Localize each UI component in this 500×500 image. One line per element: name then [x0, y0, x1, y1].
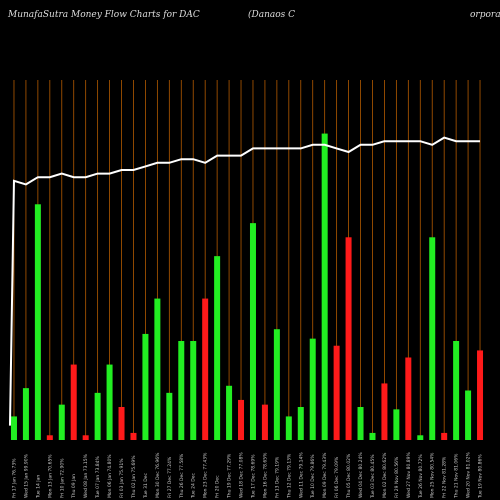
bar [190, 341, 197, 440]
bar [82, 435, 89, 440]
bar [273, 329, 280, 440]
x-tick-label: Tue 10 Dec 79.86% [310, 454, 316, 499]
bar [345, 237, 352, 440]
bar [369, 432, 376, 440]
bar [130, 432, 137, 440]
bar [154, 298, 161, 440]
x-tick-label: Thu 21 Nov 81.06% [454, 453, 460, 499]
bar [357, 407, 364, 440]
bar [453, 341, 460, 440]
x-tick-label: Thu 02 Jan 75.69% [131, 455, 137, 499]
bar [465, 390, 472, 440]
bar [178, 341, 185, 440]
x-tick-label: Fri 29 Nov 80.56% [394, 456, 400, 498]
bar [214, 256, 221, 440]
bar [249, 223, 256, 440]
x-tick-label: Tue 24 Dec [191, 472, 197, 499]
x-tick-label: Wed 04 Dec 80.24% [358, 452, 364, 498]
x-tick-label: Mon 23 Dec 77.43% [203, 452, 209, 498]
bar [261, 404, 268, 440]
bar [321, 133, 328, 441]
bar [405, 357, 412, 440]
x-tick-label: Thu 09 Jan [71, 474, 77, 499]
x-tick-label: Tue 14 Jan [35, 475, 41, 499]
x-tick-label: Wed 18 Dec 77.08% [239, 452, 245, 498]
x-tick-label: Mon 02 Dec 80.62% [382, 452, 388, 498]
x-tick-label: Thu 05 Dec 80.02% [346, 453, 352, 499]
x-tick-label: Thu 12 Dec 79.13% [286, 453, 292, 499]
bar [381, 383, 388, 440]
bar [22, 388, 29, 440]
x-tick-label: Tue 31 Dec [143, 472, 149, 499]
x-tick-label: Mon 06 Jan 74.80% [107, 454, 113, 498]
x-tick-label: Fri 20 Dec [215, 475, 221, 498]
x-tick-label: Tue 17 Dec 78.69% [250, 454, 256, 499]
x-tick-label: Tue 07 Jan 73.84% [95, 455, 101, 499]
bar [58, 404, 65, 440]
bar [393, 409, 400, 440]
x-tick-label: Mon 25 Nov 80.54% [430, 452, 436, 498]
bar [106, 364, 113, 440]
bar [429, 237, 436, 440]
x-tick-label: Mon 30 Dec 76.96% [155, 452, 161, 498]
x-tick-label: Fri 06 Dec 79.09% [334, 456, 340, 498]
bar [226, 385, 233, 440]
bar [70, 364, 77, 440]
chart-title: MunafaSutra Money Flow Charts for DAC [8, 10, 200, 20]
bar [417, 435, 424, 440]
bar [10, 416, 17, 440]
chart-title-company-cont: orporati [470, 10, 500, 20]
x-tick-label: Fri 17 Jan 76.73% [11, 458, 17, 498]
x-tick-label: Wed 27 Nov 80.89% [406, 452, 412, 498]
bar [34, 204, 41, 440]
bar [297, 407, 304, 440]
bar [238, 399, 245, 440]
bar [309, 338, 316, 440]
bar [202, 298, 209, 440]
x-tick-label: Mon 16 Dec 78.65% [262, 452, 268, 498]
x-tick-label: Mon 13 Jan 70.65% [47, 454, 53, 498]
bar [46, 435, 53, 440]
x-tick-label: Fri 27 Dec 77.24% [167, 456, 173, 498]
x-tick-label: Thu 19 Dec 77.29% [227, 453, 233, 499]
bar [118, 407, 125, 440]
x-tick-label: Tue 03 Dec 80.45% [370, 454, 376, 499]
x-tick-label: Thu 26 Dec 77.58% [179, 453, 185, 499]
bar [142, 333, 149, 440]
x-tick-label: Fri 03 Jan 75.91% [119, 458, 125, 498]
bar [285, 416, 292, 440]
x-tick-label: Tue 19 Nov 80.86% [478, 454, 484, 499]
money-flow-line [8, 136, 481, 426]
x-tick-label: Wed 11 Dec 79.14% [298, 452, 304, 498]
x-tick-label: Wed 08 Jan 73.15% [83, 453, 89, 498]
x-tick-label: Wed 15 Jan 99.90% [23, 453, 29, 498]
chart-title-company: (Danaos C [248, 10, 296, 20]
x-tick-label: Fri 10 Jan 72.90% [59, 458, 65, 498]
bar [477, 350, 484, 440]
bar [94, 392, 101, 440]
x-tick-label: Tue 26 Nov 80.72% [418, 454, 424, 499]
x-tick-label: Fri 22 Nov 81.28% [442, 456, 448, 498]
bar [441, 432, 448, 440]
bar [333, 345, 340, 440]
x-tick-label: Mon 09 Dec 79.43% [322, 452, 328, 498]
bar [166, 392, 173, 440]
x-tick-label: Fri 13 Dec 79.19% [274, 456, 280, 498]
x-tick-label: Wed 20 Nov 81.02% [466, 452, 472, 498]
